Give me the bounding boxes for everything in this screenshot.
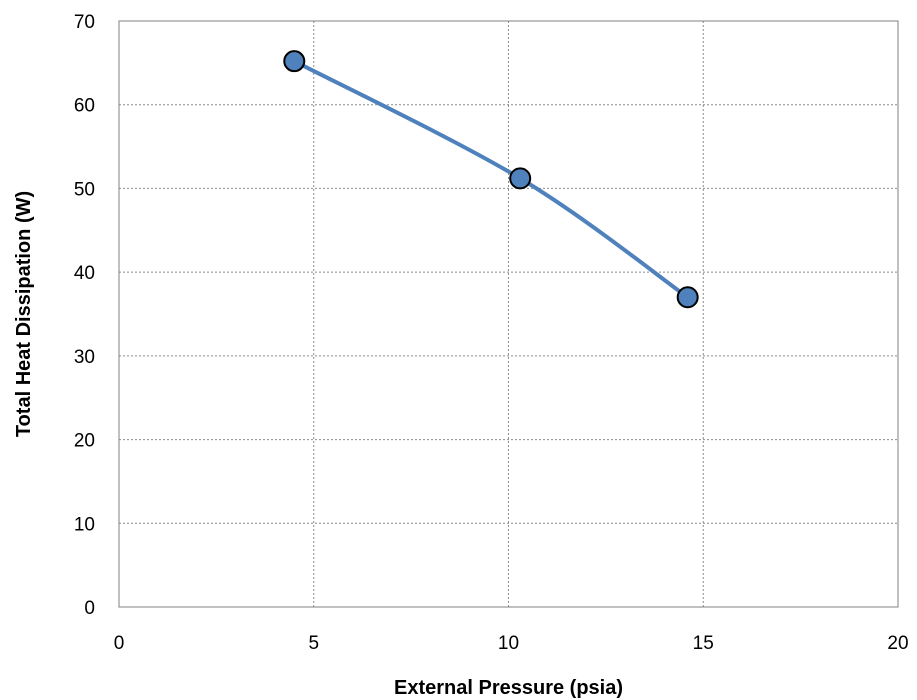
data-point-marker [283, 50, 306, 73]
data-point-marker [676, 286, 699, 309]
x-tick-labels: 0 5 10 15 20 [114, 633, 909, 654]
y-tick-label: 70 [74, 12, 95, 33]
x-tick-label: 0 [114, 633, 125, 654]
data-point-marker [509, 167, 532, 190]
plot-area-frame [118, 20, 899, 608]
y-tick-label: 40 [74, 263, 95, 284]
x-tick-label: 10 [498, 633, 519, 654]
y-tick-label: 60 [74, 96, 95, 117]
x-tick-label: 20 [887, 633, 908, 654]
x-tick-label: 15 [693, 633, 714, 654]
x-axis-title: External Pressure (psia) [394, 677, 623, 699]
series-group [283, 50, 699, 309]
y-tick-label: 0 [84, 598, 95, 619]
y-tick-labels: 0 10 20 30 40 50 60 70 [74, 12, 95, 619]
y-tick-label: 10 [74, 514, 95, 535]
y-tick-label: 30 [74, 347, 95, 368]
grid-lines [119, 21, 898, 607]
y-tick-label: 50 [74, 179, 95, 200]
y-tick-label: 20 [74, 431, 95, 452]
x-tick-label: 5 [308, 633, 319, 654]
y-axis-title: Total Heat Dissipation (W) [13, 191, 35, 437]
series-line [292, 59, 690, 300]
